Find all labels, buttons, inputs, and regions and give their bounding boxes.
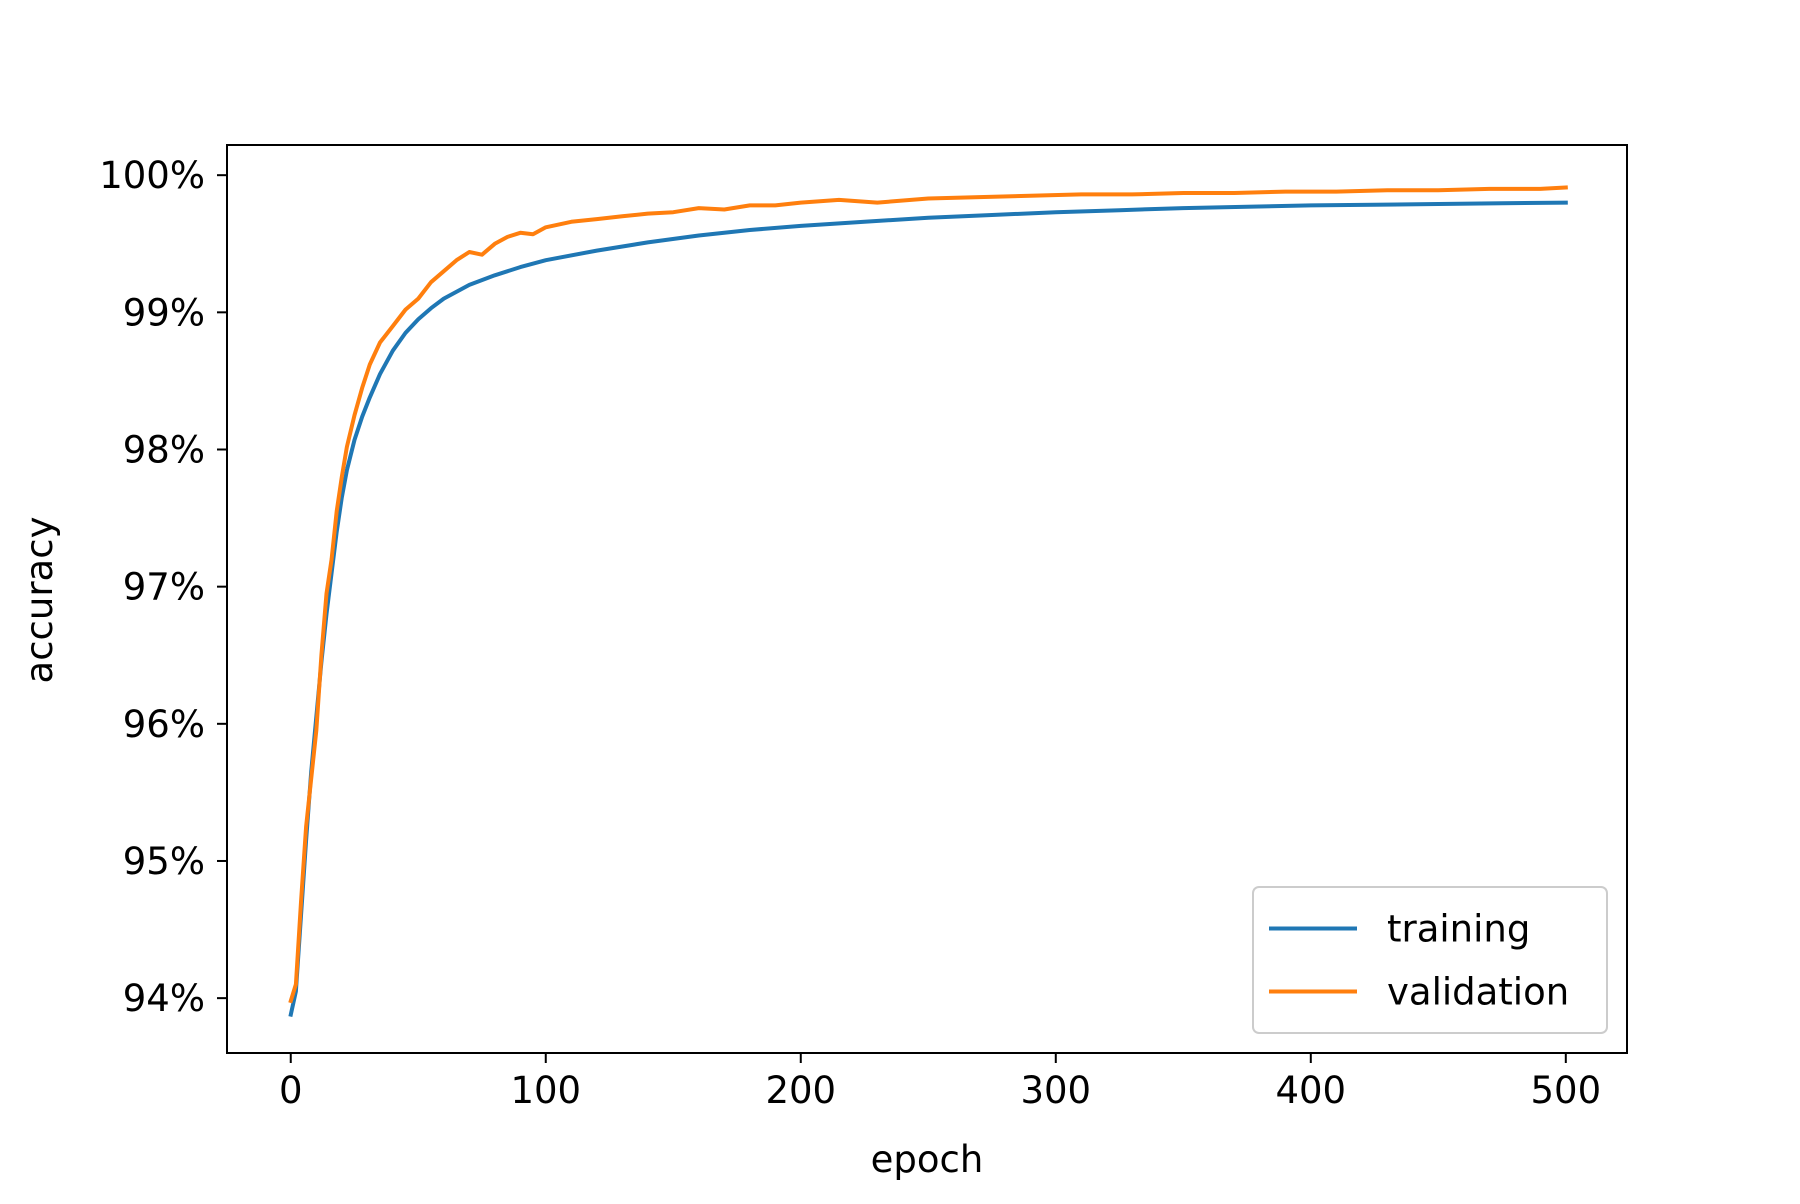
x-axis: 0 100 200 300 400 500: [279, 1053, 1601, 1112]
y-tick-label: 97%: [123, 566, 205, 609]
x-tick-label: 300: [1020, 1069, 1091, 1112]
y-tick-label: 99%: [123, 291, 205, 334]
plot-frame: [226, 144, 1628, 1054]
legend: training validation: [1252, 886, 1608, 1034]
y-tick-label: 96%: [123, 703, 205, 746]
x-tick-label: 400: [1275, 1069, 1346, 1112]
legend-label-training: training: [1387, 908, 1530, 951]
x-axis-label: epoch: [871, 1138, 984, 1181]
x-tick-label: 0: [279, 1069, 303, 1112]
y-axis: 94% 95% 96% 97% 98% 99% 100%: [99, 154, 227, 1020]
legend-frame: [1252, 886, 1608, 1034]
y-tick-label: 95%: [123, 840, 205, 883]
x-tick-label: 500: [1530, 1069, 1601, 1112]
y-tick-label: 94%: [123, 977, 205, 1020]
x-tick-label: 100: [510, 1069, 581, 1112]
y-axis-label: accuracy: [18, 517, 61, 684]
series-layer: [288, 185, 1568, 1017]
x-tick-label: 200: [765, 1069, 836, 1112]
y-tick-label: 100%: [99, 154, 205, 197]
series-line-validation: [288, 185, 1568, 1004]
y-tick-label: 98%: [123, 428, 205, 471]
legend-label-validation: validation: [1387, 971, 1569, 1014]
